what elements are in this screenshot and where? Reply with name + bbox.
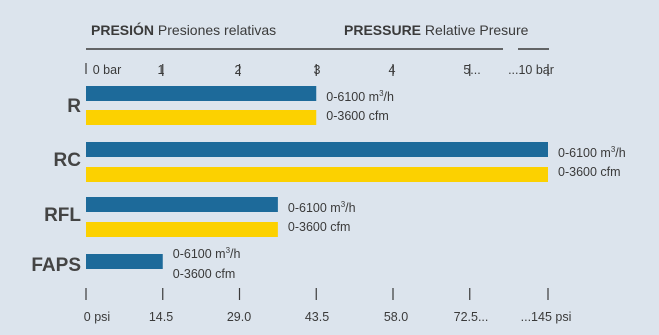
- data-label-cfm: 0-3600 cfm: [173, 267, 236, 281]
- top-tick-label: 3: [314, 63, 321, 77]
- data-label-m3h-sup: 3: [226, 246, 231, 255]
- category-label: R: [67, 96, 81, 117]
- data-label-m3h-suffix: /h: [615, 146, 625, 160]
- top-tick-label: 4: [389, 63, 396, 77]
- top-tick-label: 1: [158, 63, 165, 77]
- bar-blue: [86, 86, 317, 101]
- bar-blue: [86, 197, 278, 212]
- bar-yellow: [86, 110, 317, 125]
- data-label-m3h-prefix: 0-6100 m: [558, 146, 611, 160]
- bar-yellow: [86, 167, 548, 182]
- data-label-m3h-prefix: 0-6100 m: [326, 90, 379, 104]
- category-label: FAPS: [31, 255, 81, 276]
- data-label-m3h: 0-6100 m3/h: [326, 89, 394, 104]
- data-label-cfm: 0-3600 cfm: [288, 220, 351, 234]
- data-label-m3h: 0-6100 m3/h: [558, 145, 626, 160]
- bottom-tick-label: 58.0: [384, 310, 408, 324]
- header-right-bold: PRESSURE: [344, 22, 421, 38]
- bottom-tick-label: 29.0: [227, 310, 251, 324]
- data-label-m3h-prefix: 0-6100 m: [288, 201, 341, 215]
- header-left-rest: Presiones relativas: [154, 22, 276, 38]
- top-tick-label: ...10 bar: [508, 63, 554, 77]
- data-label-m3h: 0-6100 m3/h: [173, 246, 241, 261]
- data-label-m3h-sup: 3: [379, 89, 384, 98]
- bottom-tick-label: 43.5: [305, 310, 329, 324]
- top-tick-label: 2: [235, 63, 242, 77]
- header-left: PRESIÓN Presiones relativas: [91, 21, 276, 38]
- top-tick-label: 0 bar: [93, 63, 122, 77]
- header-right: PRESSURE Relative Presure: [344, 22, 529, 38]
- data-label-m3h-suffix: /h: [230, 247, 240, 261]
- bottom-tick-label: ...145 psi: [521, 310, 572, 324]
- data-label-m3h-sup: 3: [611, 145, 616, 154]
- data-label-cfm: 0-3600 cfm: [558, 165, 621, 179]
- data-label-m3h: 0-6100 m3/h: [288, 200, 356, 215]
- data-label-m3h-sup: 3: [341, 200, 346, 209]
- bottom-tick-label: 0 psi: [84, 310, 110, 324]
- bottom-tick-label: 14.5: [149, 310, 173, 324]
- bottom-tick-label: 72.5...: [454, 310, 489, 324]
- header-left-bold: PRESIÓN: [91, 21, 154, 38]
- data-label-m3h-suffix: /h: [384, 90, 394, 104]
- top-tick-label: 5...: [463, 63, 480, 77]
- bar-yellow: [86, 222, 278, 237]
- data-label-m3h-suffix: /h: [345, 201, 355, 215]
- bar-blue: [86, 254, 163, 269]
- category-label: RFL: [44, 205, 81, 226]
- data-label-m3h-prefix: 0-6100 m: [173, 247, 226, 261]
- category-label: RC: [54, 150, 82, 171]
- bar-blue: [86, 142, 548, 157]
- data-label-cfm: 0-3600 cfm: [326, 109, 389, 123]
- header-right-rest: Relative Presure: [421, 22, 529, 38]
